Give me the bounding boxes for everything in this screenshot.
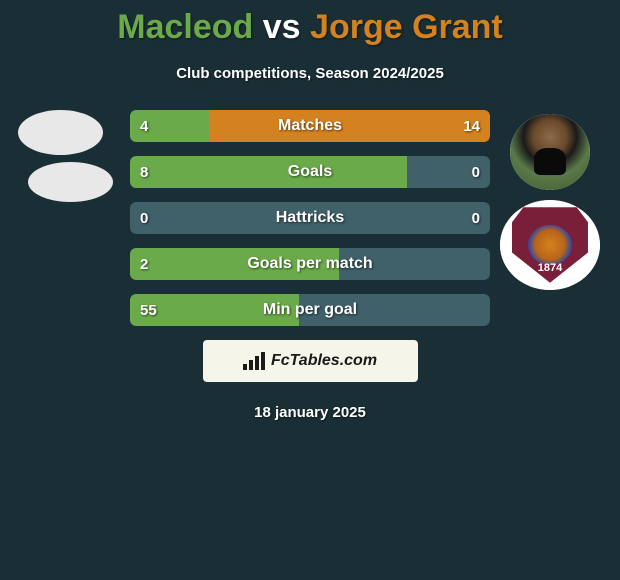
stat-label: Goals: [130, 156, 490, 188]
stat-label: Min per goal: [130, 294, 490, 326]
stat-row: 8Goals0: [130, 156, 490, 188]
stat-value-right: 0: [472, 156, 480, 188]
brand-text: FcTables.com: [271, 352, 377, 370]
stat-rows: 4Matches148Goals00Hattricks02Goals per m…: [130, 110, 490, 326]
brand-badge: FcTables.com: [203, 340, 418, 382]
stat-label: Goals per match: [130, 248, 490, 280]
bar-chart-icon: [243, 352, 265, 370]
player-left-club-badge: [28, 162, 113, 202]
stats-area: 1874 4Matches148Goals00Hattricks02Goals …: [0, 110, 620, 326]
vs-text: vs: [263, 8, 301, 46]
stat-row: 55Min per goal: [130, 294, 490, 326]
page-title: Macleod vs Jorge Grant: [0, 8, 620, 47]
badge-year: 1874: [500, 262, 600, 274]
stat-label: Matches: [130, 110, 490, 142]
player-right-name: Jorge Grant: [310, 8, 503, 46]
stat-value-right: 0: [472, 202, 480, 234]
stat-value-right: 14: [463, 110, 480, 142]
footer-date: 18 january 2025: [0, 404, 620, 421]
player-left-avatar: [18, 110, 103, 155]
player-right-avatar: [510, 114, 590, 190]
hearts-badge-icon: 1874: [500, 200, 600, 290]
subtitle: Club competitions, Season 2024/2025: [0, 65, 620, 82]
player-left-name: Macleod: [117, 8, 253, 46]
stat-row: 4Matches14: [130, 110, 490, 142]
player-photo-icon: [510, 114, 590, 190]
stat-row: 2Goals per match: [130, 248, 490, 280]
player-right-club-badge: 1874: [500, 200, 600, 290]
stat-row: 0Hattricks0: [130, 202, 490, 234]
stat-label: Hattricks: [130, 202, 490, 234]
comparison-card: Macleod vs Jorge Grant Club competitions…: [0, 0, 620, 421]
